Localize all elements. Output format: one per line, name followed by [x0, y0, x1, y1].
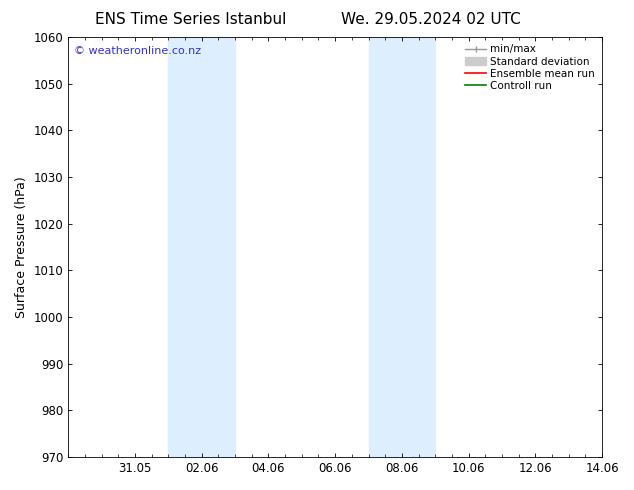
Y-axis label: Surface Pressure (hPa): Surface Pressure (hPa)	[15, 176, 28, 318]
Text: ENS Time Series Istanbul: ENS Time Series Istanbul	[94, 12, 286, 27]
Text: © weatheronline.co.nz: © weatheronline.co.nz	[74, 46, 200, 55]
Legend: min/max, Standard deviation, Ensemble mean run, Controll run: min/max, Standard deviation, Ensemble me…	[463, 42, 597, 93]
Text: We. 29.05.2024 02 UTC: We. 29.05.2024 02 UTC	[341, 12, 521, 27]
Bar	[168, 37, 235, 457]
Bar	[368, 37, 436, 457]
